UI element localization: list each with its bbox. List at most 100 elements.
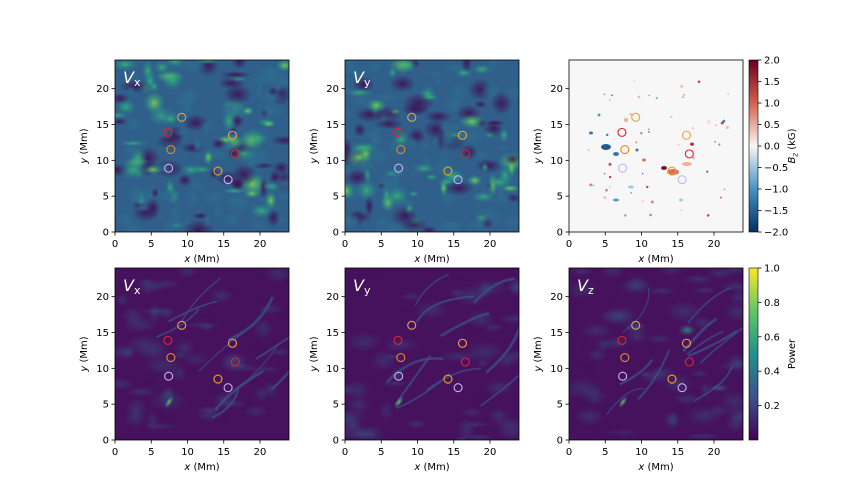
region-marker (394, 163, 404, 173)
x-tick-label: 20 (708, 447, 721, 458)
panel-top-right: 0 5 10 15 20 0 5 10 15 20 x (Mm) y (Mm) (533, 59, 744, 265)
y-tick-label: 10 (96, 364, 109, 375)
colorbar-tick-label: 0.6 (764, 332, 780, 343)
panel-label: Vz (577, 276, 594, 297)
panel-image (569, 60, 743, 232)
y-axis-label: y (Mm) (309, 128, 320, 164)
colorbar-power: 1.0 0.8 0.6 0.4 0.2 Power (748, 264, 798, 441)
x-tick-label: 15 (217, 447, 230, 458)
y-tick-label: 5 (557, 192, 563, 203)
colorbar-bz: 2.0 1.5 1.0 0.5 0.0 −0.5 −1.0 −1.5 −2.0 Bz (kG) (748, 56, 800, 239)
axes-frame (568, 267, 744, 441)
y-tick-label: 10 (550, 156, 563, 167)
y-tick-label: 10 (550, 364, 563, 375)
panel-image (345, 268, 519, 440)
x-axis-label: x (Mm) (183, 254, 219, 265)
region-marker (453, 383, 463, 393)
panel-bottom-right: Vz 0 5 10 15 20 0 5 10 15 20 x (Mm) y (Mm) (533, 267, 744, 473)
y-tick-label: 15 (96, 328, 109, 339)
region-marker (631, 112, 641, 122)
panel-top-left: Vx 0 5 10 15 20 0 5 10 15 20 x (Mm) y (Mm) (79, 59, 290, 265)
region-marker (164, 371, 174, 381)
panels-group: Vx 0 5 10 15 20 0 5 10 15 20 x (Mm) y (Mm) Vy 0 5 10 15 20… (79, 59, 744, 473)
region-marker (393, 127, 403, 137)
colorbar-tick-label: 1.0 (764, 99, 780, 110)
y-tick-label: 15 (326, 328, 339, 339)
y-axis-label: y (Mm) (309, 336, 320, 372)
region-marker (617, 335, 627, 345)
region-marker (223, 175, 233, 185)
panel-bottom-middle: Vy 0 5 10 15 20 0 5 10 15 20 x (Mm) y (Mm) (309, 267, 520, 473)
x-axis-label: x (Mm) (413, 462, 449, 473)
region-marker (681, 338, 692, 348)
x-tick-label: 5 (602, 447, 608, 458)
region-marker (223, 383, 233, 393)
x-tick-label: 5 (378, 447, 384, 458)
y-tick-label: 5 (557, 400, 563, 411)
x-tick-label: 0 (112, 239, 118, 250)
region-marker (164, 163, 174, 173)
x-tick-label: 5 (602, 239, 608, 250)
x-tick-label: 0 (342, 447, 348, 458)
region-marker (620, 353, 630, 363)
x-tick-label: 5 (378, 239, 384, 250)
x-tick-label: 20 (484, 447, 497, 458)
x-tick-label: 0 (566, 239, 572, 250)
region-marker (230, 357, 240, 367)
region-marker (620, 145, 630, 155)
region-marker (618, 371, 628, 381)
colorbar-label: Power (787, 338, 798, 369)
colorbar-tick-label: 0.2 (764, 401, 780, 412)
panel-image (345, 60, 519, 232)
x-axis-label: x (Mm) (637, 462, 673, 473)
region-marker (407, 320, 417, 330)
colorbars-group: 2.0 1.5 1.0 0.5 0.0 −0.5 −1.0 −1.5 −2.0 Bz (kG) 1.… (748, 56, 800, 441)
y-tick-label: 0 (557, 436, 563, 447)
x-tick-label: 15 (447, 239, 460, 250)
x-tick-label: 5 (148, 239, 154, 250)
y-axis-label: y (Mm) (533, 336, 544, 372)
region-marker (163, 127, 173, 137)
colorbar-tick-label: −2.0 (764, 228, 788, 239)
x-tick-label: 10 (181, 447, 194, 458)
x-tick-label: 20 (254, 239, 267, 250)
panel-label: Vx (123, 68, 141, 89)
panel-label: Vy (353, 68, 371, 89)
y-tick-label: 0 (333, 436, 339, 447)
colorbar-tick-label: −1.5 (764, 206, 788, 217)
panel-label: Vx (123, 276, 141, 297)
region-marker (667, 374, 677, 384)
region-marker (453, 175, 463, 185)
region-marker (166, 353, 176, 363)
region-marker (460, 357, 470, 367)
colorbar-tick-label: 2.0 (764, 56, 780, 67)
axes-frame (568, 59, 744, 233)
x-tick-label: 10 (411, 447, 424, 458)
y-tick-label: 0 (103, 436, 109, 447)
y-axis-label: y (Mm) (533, 128, 544, 164)
colorbar-tick-label: 0.0 (764, 142, 780, 153)
region-marker (677, 175, 687, 185)
panel-top-middle: Vy 0 5 10 15 20 0 5 10 15 20 x (Mm) y (Mm) (309, 59, 520, 265)
region-marker (177, 112, 187, 122)
region-marker (460, 149, 470, 159)
region-marker (667, 166, 677, 176)
region-marker (163, 335, 173, 345)
panel-label: Vy (353, 276, 371, 297)
region-marker (457, 338, 468, 348)
region-marker (394, 371, 404, 381)
y-tick-label: 5 (333, 192, 339, 203)
x-tick-label: 15 (671, 239, 684, 250)
colorbar-tick-label: 1.0 (764, 264, 780, 275)
region-marker (631, 320, 641, 330)
region-marker (681, 130, 692, 140)
y-tick-label: 15 (550, 120, 563, 131)
y-tick-label: 20 (96, 292, 109, 303)
x-tick-label: 15 (671, 447, 684, 458)
region-marker (396, 145, 406, 155)
y-tick-label: 15 (96, 120, 109, 131)
x-axis-label: x (Mm) (413, 254, 449, 265)
x-tick-label: 5 (148, 447, 154, 458)
y-tick-label: 5 (333, 400, 339, 411)
region-marker (443, 166, 453, 176)
